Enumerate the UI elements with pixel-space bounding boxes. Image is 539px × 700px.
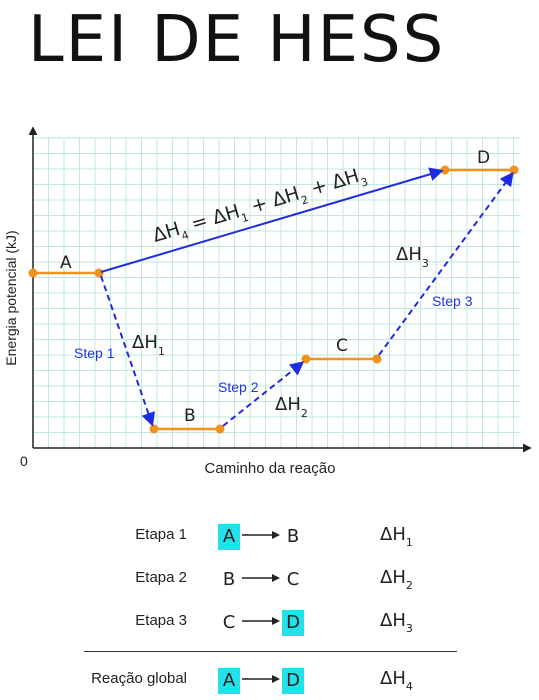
y-axis-label: Energia potencial (kJ): [3, 230, 19, 365]
eq-rhs-3-sub: 3: [359, 175, 369, 189]
eq-rhs-2: ΔH: [270, 183, 302, 212]
overall-arrow: [100, 167, 444, 273]
state-a-dot-left: [28, 268, 38, 278]
reaction-arrow-icon: [242, 617, 280, 625]
state-d: D: [440, 148, 519, 175]
eq-lhs: ΔH: [150, 218, 182, 247]
divider: [84, 651, 457, 652]
state-a-label: A: [60, 253, 72, 273]
table-row: Etapa 2 B C ΔH2: [0, 563, 539, 599]
grid: [33, 137, 520, 448]
row-reactant: A: [218, 668, 240, 694]
page-title: LEI DE HESS: [28, 3, 446, 77]
row-product: D: [282, 610, 304, 636]
state-a-dot-right: [94, 268, 104, 278]
state-a: A: [28, 253, 104, 278]
state-b: B: [149, 406, 225, 434]
step1-label: Step 1: [74, 345, 115, 361]
table-row: Etapa 3 C D ΔH3: [0, 606, 539, 642]
row-dh: ΔH1: [380, 524, 413, 549]
state-d-dot-right: [509, 165, 519, 175]
eq-rhs-2-sub: 2: [299, 193, 309, 207]
dh3-label: ΔH3: [396, 244, 429, 270]
state-b-dot-right: [215, 424, 225, 434]
x-axis-label: Caminho da reação: [205, 460, 336, 477]
row-name: Etapa 2: [135, 569, 187, 586]
step2-arrow: [222, 361, 305, 427]
eq-rhs-1: ΔH: [210, 200, 242, 229]
svg-text:ΔH4 = ΔH1 + ΔH2 + ΔH3: ΔH4 = ΔH1 + ΔH2 + ΔH3: [150, 163, 369, 251]
row-reactant: A: [218, 524, 240, 550]
overall-equation: ΔH4 = ΔH1 + ΔH2 + ΔH3: [150, 163, 369, 251]
state-c-dot-right: [372, 354, 382, 364]
row-name: Reação global: [91, 670, 187, 687]
dh2-label: ΔH2: [275, 394, 308, 420]
state-d-dot-left: [440, 165, 450, 175]
dh1-label: ΔH1: [132, 332, 165, 358]
state-d-label: D: [477, 148, 490, 168]
reaction-arrow-icon: [242, 574, 280, 582]
row-reactant: B: [222, 569, 236, 590]
step3-arrow: [378, 171, 514, 356]
table-row: Reação global A D ΔH4: [0, 664, 539, 700]
row-product: D: [282, 668, 304, 694]
origin-label: 0: [20, 453, 28, 469]
row-dh: ΔH4: [380, 668, 413, 693]
state-c: C: [301, 336, 382, 364]
state-c-dot-left: [301, 354, 311, 364]
reaction-arrow-icon: [242, 531, 280, 539]
row-name: Etapa 3: [135, 612, 187, 629]
step3-label: Step 3: [432, 293, 473, 309]
reaction-arrow-icon: [242, 675, 280, 683]
row-name: Etapa 1: [135, 526, 187, 543]
row-product: C: [286, 569, 300, 590]
row-reactant: C: [222, 612, 236, 633]
step1-arrow: [100, 275, 155, 427]
row-dh: ΔH3: [380, 610, 413, 635]
table-row: Etapa 1 A B ΔH1: [0, 520, 539, 556]
eq-rhs-1-sub: 1: [240, 211, 250, 225]
step2-label: Step 2: [218, 379, 259, 395]
state-b-label: B: [184, 406, 196, 426]
state-c-label: C: [336, 336, 348, 356]
row-dh: ΔH2: [380, 567, 413, 592]
state-b-dot-left: [149, 424, 159, 434]
hess-diagram: 0 Caminho da reação Energia potencial (k…: [3, 126, 532, 477]
eq-lhs-sub: 4: [180, 228, 190, 242]
row-product: B: [286, 526, 300, 547]
